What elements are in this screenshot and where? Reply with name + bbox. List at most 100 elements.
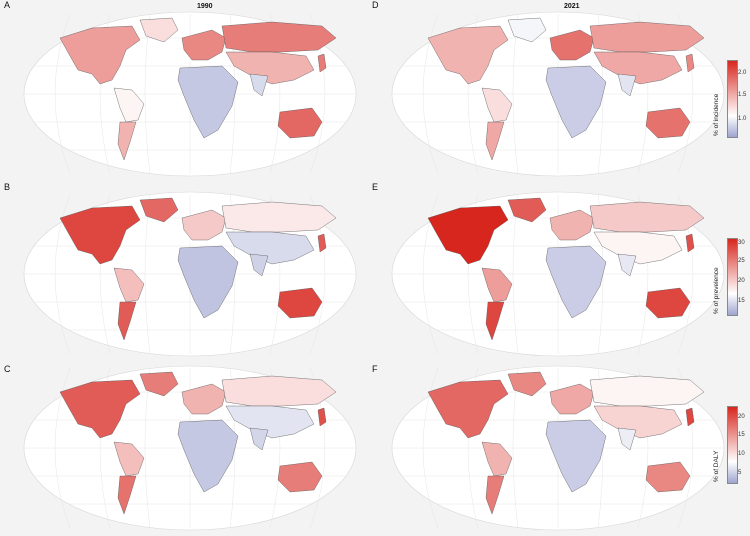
region-africa — [545, 65, 607, 139]
region-greenland — [139, 371, 179, 397]
region-japan — [317, 53, 327, 73]
region-europe — [549, 29, 595, 61]
region-aus — [277, 107, 323, 139]
region-russia — [589, 201, 705, 233]
region-india — [617, 73, 637, 97]
region-asia — [225, 231, 315, 265]
region-sa-south — [485, 121, 505, 161]
region-japan — [317, 233, 327, 253]
region-japan — [685, 407, 695, 427]
region-india — [617, 427, 637, 451]
region-sa — [481, 441, 513, 477]
region-na — [59, 205, 141, 265]
region-sa-south — [117, 121, 137, 161]
region-aus — [645, 287, 691, 319]
legend-tick: 2.0 — [738, 70, 747, 76]
year-label-2021: 2021 — [564, 3, 580, 10]
map-prevalence-2021 — [391, 191, 725, 357]
map-daly-2021 — [391, 365, 725, 531]
legend-tick: 20 — [738, 278, 745, 284]
region-aus — [277, 461, 323, 493]
legend-tick: 15 — [738, 298, 745, 304]
legend-tick: 25 — [738, 258, 745, 264]
region-sa — [481, 267, 513, 303]
region-europe — [549, 383, 595, 415]
panel-letter-d: D — [372, 0, 379, 10]
region-na — [427, 25, 509, 85]
region-sa — [113, 441, 145, 477]
panel-letter-f: F — [372, 364, 378, 374]
region-russia — [589, 375, 705, 407]
region-sa-south — [485, 475, 505, 515]
region-sa-south — [117, 475, 137, 515]
region-sa — [113, 267, 145, 303]
region-greenland — [507, 17, 547, 43]
legend-title: % of DALY — [713, 450, 720, 482]
region-africa — [177, 419, 239, 493]
region-africa — [177, 245, 239, 319]
legend-tick: 1.5 — [738, 92, 747, 98]
legend-prevalence: 30 25 20 15 % of prevelence — [713, 238, 750, 316]
region-asia — [225, 51, 315, 85]
legend-colorbar — [727, 406, 738, 484]
legend-tick: 1.0 — [738, 116, 747, 122]
legend-incidence: 2.0 1.5 1.0 % of incidence — [713, 60, 750, 138]
legend-tick: 20 — [738, 414, 745, 420]
legend-tick: 15 — [738, 432, 745, 438]
region-greenland — [139, 197, 179, 223]
region-africa — [177, 65, 239, 139]
region-na — [59, 25, 141, 85]
region-india — [249, 253, 269, 277]
region-asia — [225, 405, 315, 439]
region-japan — [317, 407, 327, 427]
region-asia — [593, 231, 683, 265]
region-russia — [589, 21, 705, 53]
region-sa-south — [117, 301, 137, 341]
map-incidence-1990 — [23, 11, 357, 177]
region-japan — [685, 53, 695, 73]
region-africa — [545, 245, 607, 319]
panel-letter-c: C — [4, 364, 11, 374]
legend-title: % of incidence — [713, 93, 720, 136]
region-asia — [593, 405, 683, 439]
region-sa — [481, 87, 513, 123]
region-aus — [645, 461, 691, 493]
legend-tick: 30 — [738, 240, 745, 246]
panel-letter-b: B — [4, 182, 11, 192]
region-russia — [221, 375, 337, 407]
region-russia — [221, 21, 337, 53]
region-na — [427, 379, 509, 439]
region-aus — [645, 107, 691, 139]
region-india — [249, 73, 269, 97]
legend-tick: 5 — [738, 470, 742, 476]
region-india — [617, 253, 637, 277]
region-europe — [181, 383, 227, 415]
map-prevalence-1990 — [23, 191, 357, 357]
region-greenland — [507, 197, 547, 223]
region-aus — [277, 287, 323, 319]
region-europe — [181, 29, 227, 61]
region-africa — [545, 419, 607, 493]
map-incidence-2021 — [391, 11, 725, 177]
region-na — [427, 205, 509, 265]
panel-letter-a: A — [4, 0, 11, 10]
panel-letter-e: E — [372, 182, 379, 192]
region-greenland — [139, 17, 179, 43]
region-sa-south — [485, 301, 505, 341]
region-greenland — [507, 371, 547, 397]
region-na — [59, 379, 141, 439]
region-europe — [181, 209, 227, 241]
region-japan — [685, 233, 695, 253]
region-europe — [549, 209, 595, 241]
map-daly-1990 — [23, 365, 357, 531]
region-sa — [113, 87, 145, 123]
region-russia — [221, 201, 337, 233]
legend-daly: 20 15 10 5 % of DALY — [713, 406, 750, 484]
region-india — [249, 427, 269, 451]
region-asia — [593, 51, 683, 85]
legend-colorbar — [727, 238, 738, 316]
legend-title: % of prevelence — [713, 267, 720, 314]
legend-tick: 10 — [738, 451, 745, 457]
year-label-1990: 1990 — [197, 3, 213, 10]
legend-colorbar — [727, 60, 738, 138]
